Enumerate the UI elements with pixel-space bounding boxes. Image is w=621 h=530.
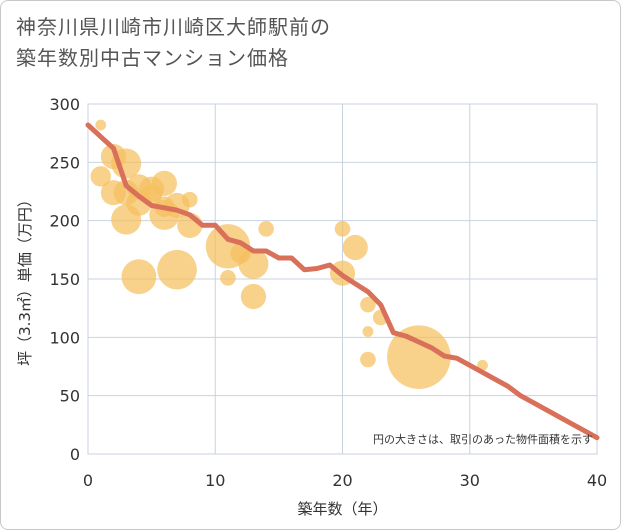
data-bubble [157,249,197,290]
x-tick-label: 0 [83,471,93,490]
chart-title-line-1: 神奈川県川崎市川崎区大師駅前の [16,15,331,39]
average-price-line [85,122,600,441]
y-tick-label: 250 [49,153,80,172]
data-bubble [360,296,376,313]
y-tick-label: 0 [70,445,80,464]
data-bubble [387,325,451,389]
data-bubble [121,259,157,295]
data-bubble [334,221,351,237]
plot-area-border [87,103,598,455]
data-bubble [90,166,111,187]
y-tick-label: 150 [49,270,80,289]
x-tick-label: 30 [460,471,480,490]
chart-title: 神奈川県川崎市川崎区大師駅前の 築年数別中古マンション価格 [16,12,606,74]
y-tick-label: 100 [49,328,80,347]
data-bubble [238,248,269,279]
chart-title-line-2: 築年数別中古マンション価格 [16,46,289,70]
data-bubble [360,351,376,368]
y-tick-label: 50 [60,387,80,406]
data-bubble [95,119,107,131]
x-axis-title: 築年数（年） [297,500,387,518]
data-bubble [182,191,198,208]
y-tick-label: 300 [49,95,80,114]
data-bubble [342,234,368,261]
data-bubble [362,326,374,337]
x-tick-label: 10 [205,471,225,490]
data-bubble [220,270,236,286]
data-bubble [258,221,274,237]
bubble-size-note: 円の大きさは、取引のあった物件面積を示す [373,432,593,446]
y-tick-label: 200 [49,212,80,231]
data-bubble [151,170,177,196]
x-tick-label: 40 [587,471,607,490]
y-axis-title: 坪（3.3㎡）単価（万円） [16,192,34,366]
data-bubble [240,283,267,310]
x-tick-label: 20 [332,471,352,490]
